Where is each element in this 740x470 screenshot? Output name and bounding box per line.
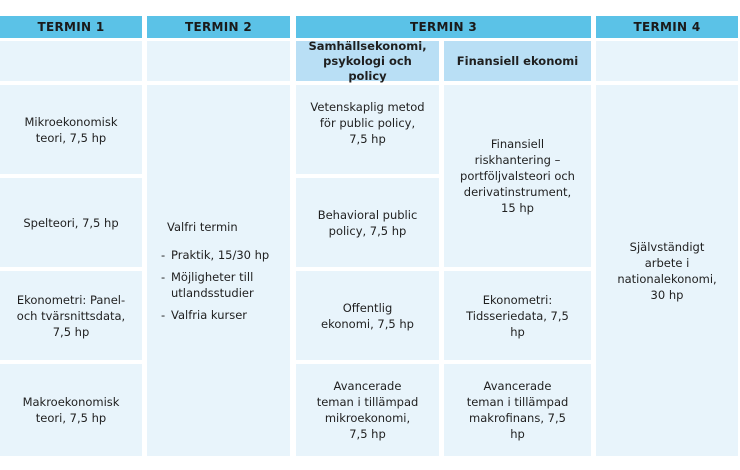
course-label: Mikroekonomisk teori, 7,5 hp xyxy=(24,114,118,145)
course-label: Självständigt arbete i nationalekonomi, … xyxy=(617,239,717,302)
course-behavioral-public-policy: Behavioral public policy, 7,5 hp xyxy=(296,178,439,267)
track-finansiell-ekonomi: Finansiell ekonomi xyxy=(444,41,591,81)
course-vetenskaplig-metod: Vetenskaplig metod för public policy, 7,… xyxy=(296,85,439,174)
subheader-empty-2 xyxy=(147,41,290,81)
course-label: Ekonometri: Tidsseriedata, 7,5 hp xyxy=(466,292,569,339)
course-offentlig-ekonomi: Offentlig ekonomi, 7,5 hp xyxy=(296,271,439,360)
valfri-termin-title: Valfri termin xyxy=(167,219,238,234)
course-mikroekonomisk-teori: Mikroekonomisk teori, 7,5 hp xyxy=(0,85,142,174)
track-samhallsekonomi: Samhällsekonomi, psykologi och policy xyxy=(296,38,439,83)
track-samhallsekonomi-label: Samhällsekonomi, psykologi och policy xyxy=(308,38,427,83)
course-ekonometri-panel: Ekonometri: Panel- och tvärsnittsdata, 7… xyxy=(0,271,142,360)
list-item: Valfria kurser xyxy=(159,307,271,323)
course-avancerade-mikroekonomi: Avancerade teman i tillämpad mikroekonom… xyxy=(296,364,439,456)
course-avancerade-makrofinans: Avancerade teman i tillämpad makrofinans… xyxy=(444,364,591,456)
course-label: Offentlig ekonomi, 7,5 hp xyxy=(321,300,414,331)
header-termin-4: TERMIN 4 xyxy=(596,16,738,38)
course-label: Vetenskaplig metod för public policy, 7,… xyxy=(310,100,425,146)
course-label: Avancerade teman i tillämpad makrofinans… xyxy=(466,379,569,441)
course-label: Spelteori, 7,5 hp xyxy=(23,215,119,230)
header-termin-2: TERMIN 2 xyxy=(147,16,290,38)
subheader-empty-1 xyxy=(0,41,142,81)
course-label: Makroekonomisk teori, 7,5 hp xyxy=(22,395,120,425)
subheader-empty-4 xyxy=(596,41,738,81)
list-item: Praktik, 15/30 hp xyxy=(159,247,271,263)
course-label: Ekonometri: Panel- och tvärsnittsdata, 7… xyxy=(16,292,126,339)
course-spelteori: Spelteori, 7,5 hp xyxy=(0,178,142,267)
valfri-termin-block: Valfri termin Praktik, 15/30 hp Möjlighe… xyxy=(147,85,290,456)
course-label: Avancerade teman i tillämpad mikroekonom… xyxy=(316,379,419,441)
track-finansiell-ekonomi-label: Finansiell ekonomi xyxy=(456,53,579,68)
course-sjalvstandigt-arbete: Självständigt arbete i nationalekonomi, … xyxy=(596,85,738,456)
valfri-termin-list: Praktik, 15/30 hp Möjligheter till utlan… xyxy=(159,241,271,323)
course-label: Behavioral public policy, 7,5 hp xyxy=(317,207,418,238)
header-termin-1: TERMIN 1 xyxy=(0,16,142,38)
course-finansiell-riskhantering: Finansiell riskhantering – portföljvalst… xyxy=(444,85,591,267)
course-makroekonomisk-teori: Makroekonomisk teori, 7,5 hp xyxy=(0,364,142,456)
course-label: Finansiell riskhantering – portföljvalst… xyxy=(460,137,575,215)
course-ekonometri-tidsseriedata: Ekonometri: Tidsseriedata, 7,5 hp xyxy=(444,271,591,360)
header-termin-3: TERMIN 3 xyxy=(296,16,591,38)
list-item: Möjligheter till utlandsstudier xyxy=(159,269,271,301)
